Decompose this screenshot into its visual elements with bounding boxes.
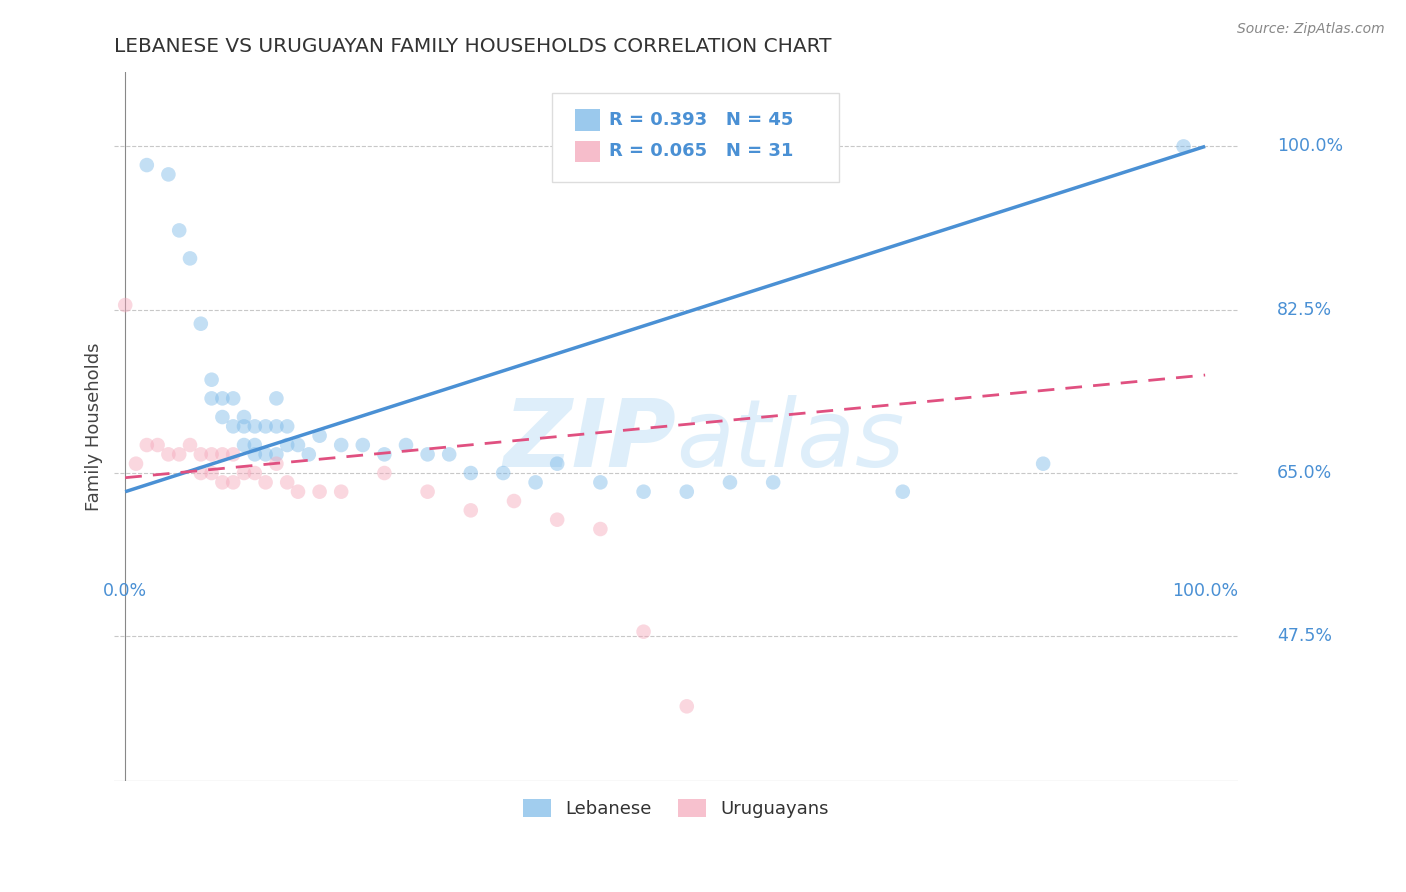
- Bar: [575, 141, 599, 161]
- Point: [211, 475, 233, 490]
- Point: [546, 457, 568, 471]
- Point: [243, 447, 266, 461]
- Point: [266, 392, 288, 406]
- Text: 65.0%: 65.0%: [1277, 464, 1331, 482]
- Point: [330, 438, 353, 452]
- Point: [222, 419, 245, 434]
- Point: [589, 475, 612, 490]
- Point: [524, 475, 547, 490]
- Text: 0.0%: 0.0%: [103, 582, 148, 600]
- Point: [243, 466, 266, 480]
- Point: [546, 513, 568, 527]
- Point: [589, 522, 612, 536]
- Point: [1173, 139, 1195, 153]
- Text: R = 0.393   N = 45: R = 0.393 N = 45: [609, 111, 793, 129]
- Point: [114, 298, 136, 312]
- Point: [762, 475, 785, 490]
- Point: [135, 158, 157, 172]
- Point: [276, 475, 298, 490]
- Point: [233, 419, 256, 434]
- Legend: Lebanese, Uruguayans: Lebanese, Uruguayans: [516, 791, 835, 825]
- Point: [266, 447, 288, 461]
- Point: [243, 419, 266, 434]
- Point: [675, 699, 697, 714]
- Point: [254, 447, 277, 461]
- Text: LEBANESE VS URUGUAYAN FAMILY HOUSEHOLDS CORRELATION CHART: LEBANESE VS URUGUAYAN FAMILY HOUSEHOLDS …: [114, 37, 832, 56]
- Text: atlas: atlas: [676, 395, 904, 486]
- Point: [266, 419, 288, 434]
- Text: 82.5%: 82.5%: [1277, 301, 1331, 318]
- Point: [633, 484, 655, 499]
- Point: [287, 484, 309, 499]
- Point: [633, 624, 655, 639]
- Text: 47.5%: 47.5%: [1277, 627, 1331, 645]
- Point: [1032, 457, 1054, 471]
- Text: 100.0%: 100.0%: [1173, 582, 1239, 600]
- Point: [179, 438, 201, 452]
- Point: [201, 466, 224, 480]
- Point: [460, 503, 482, 517]
- FancyBboxPatch shape: [553, 93, 839, 182]
- Point: [211, 410, 233, 425]
- Point: [352, 438, 374, 452]
- Point: [211, 447, 233, 461]
- Point: [437, 447, 460, 461]
- Point: [222, 475, 245, 490]
- Point: [373, 447, 395, 461]
- Point: [167, 223, 190, 237]
- Point: [190, 447, 212, 461]
- Point: [254, 475, 277, 490]
- Point: [201, 392, 224, 406]
- Point: [276, 419, 298, 434]
- Point: [503, 494, 526, 508]
- Point: [190, 317, 212, 331]
- Point: [373, 466, 395, 480]
- Bar: [575, 110, 599, 130]
- Point: [243, 438, 266, 452]
- Point: [146, 438, 169, 452]
- Point: [211, 392, 233, 406]
- Text: ZIP: ZIP: [503, 394, 676, 486]
- Point: [190, 466, 212, 480]
- Point: [287, 438, 309, 452]
- Point: [233, 438, 256, 452]
- Point: [266, 457, 288, 471]
- Point: [416, 447, 439, 461]
- Point: [233, 410, 256, 425]
- Point: [416, 484, 439, 499]
- Point: [298, 447, 321, 461]
- Point: [135, 438, 157, 452]
- Point: [157, 447, 180, 461]
- Point: [222, 392, 245, 406]
- Text: R = 0.065   N = 31: R = 0.065 N = 31: [609, 142, 793, 161]
- Point: [460, 466, 482, 480]
- Point: [330, 484, 353, 499]
- Text: Source: ZipAtlas.com: Source: ZipAtlas.com: [1237, 22, 1385, 37]
- Point: [254, 419, 277, 434]
- Point: [167, 447, 190, 461]
- Point: [125, 457, 148, 471]
- Point: [233, 466, 256, 480]
- Point: [201, 447, 224, 461]
- Point: [179, 252, 201, 266]
- Point: [891, 484, 914, 499]
- Point: [675, 484, 697, 499]
- Point: [157, 168, 180, 182]
- Point: [308, 484, 330, 499]
- Point: [222, 447, 245, 461]
- Point: [308, 428, 330, 442]
- Point: [201, 373, 224, 387]
- Point: [395, 438, 418, 452]
- Point: [276, 438, 298, 452]
- Point: [492, 466, 515, 480]
- Point: [718, 475, 741, 490]
- Y-axis label: Family Households: Family Households: [86, 343, 103, 510]
- Text: 100.0%: 100.0%: [1277, 137, 1343, 155]
